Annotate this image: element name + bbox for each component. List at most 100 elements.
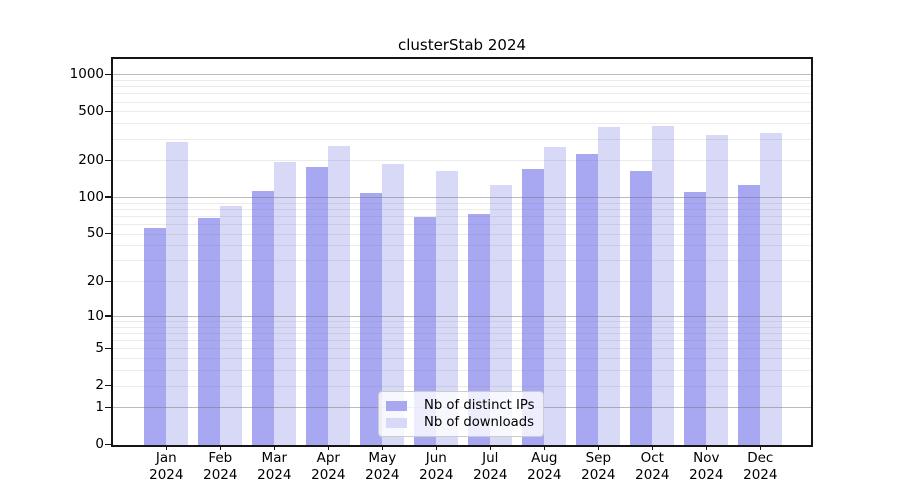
x-tick-label: Jul 2024 bbox=[473, 450, 508, 483]
bar-distinct-ips bbox=[630, 171, 653, 445]
x-tick-mark bbox=[489, 445, 491, 450]
gridline-minor bbox=[113, 233, 811, 235]
x-tick-mark bbox=[651, 445, 653, 450]
gridline-minor bbox=[113, 93, 811, 95]
y-tick-mark bbox=[105, 110, 112, 113]
gridline-minor bbox=[113, 321, 811, 323]
gridline-minor bbox=[113, 224, 811, 226]
gridline-minor bbox=[113, 202, 811, 204]
bar-distinct-ips bbox=[252, 191, 275, 445]
y-tick-mark bbox=[105, 443, 112, 446]
bar-downloads bbox=[436, 171, 459, 445]
y-tick-label: 2 bbox=[95, 377, 104, 394]
bar-distinct-ips bbox=[738, 185, 761, 445]
y-tick-label: 1000 bbox=[69, 65, 104, 82]
y-tick-mark bbox=[105, 406, 112, 409]
gridline-minor bbox=[113, 326, 811, 328]
bar-distinct-ips bbox=[198, 218, 221, 445]
gridline-minor bbox=[113, 370, 811, 372]
y-tick-label: 100 bbox=[78, 188, 104, 205]
x-tick-mark bbox=[381, 445, 383, 450]
bar-downloads bbox=[490, 185, 513, 445]
gridline-minor bbox=[113, 245, 811, 247]
legend-label: Nb of distinct IPs bbox=[424, 398, 535, 413]
bar-distinct-ips bbox=[306, 166, 329, 445]
chart-title: clusterStab 2024 bbox=[397, 36, 527, 54]
gridline-minor bbox=[113, 86, 811, 88]
gridline-major bbox=[113, 197, 811, 199]
bar-downloads bbox=[274, 161, 297, 445]
bar-downloads bbox=[652, 125, 675, 445]
y-tick-mark bbox=[105, 384, 112, 387]
gridline-minor bbox=[113, 79, 811, 81]
gridline-minor bbox=[113, 358, 811, 360]
gridline-minor bbox=[113, 138, 811, 140]
plot-border-right bbox=[811, 57, 813, 447]
gridline-minor bbox=[113, 340, 811, 342]
bar-distinct-ips bbox=[576, 153, 599, 445]
legend-swatch-distinct-ips bbox=[386, 400, 407, 411]
bar-distinct-ips bbox=[684, 192, 707, 445]
x-tick-label: Aug 2024 bbox=[527, 450, 562, 483]
y-tick-label: 0 bbox=[95, 436, 104, 452]
bar-distinct-ips bbox=[522, 169, 545, 445]
x-tick-label: Feb 2024 bbox=[203, 450, 238, 483]
bar-downloads bbox=[166, 142, 189, 445]
y-tick-mark bbox=[105, 73, 112, 75]
legend-swatch-downloads bbox=[386, 417, 407, 428]
legend: Nb of distinct IPs Nb of downloads bbox=[378, 391, 544, 437]
gridline-minor bbox=[113, 101, 811, 103]
x-tick-label: Apr 2024 bbox=[311, 450, 346, 483]
x-tick-label: Jan 2024 bbox=[149, 450, 184, 483]
y-axis-line bbox=[111, 57, 113, 447]
y-tick-label: 10 bbox=[86, 307, 104, 324]
x-tick-label: May 2024 bbox=[365, 450, 400, 483]
bar-distinct-ips bbox=[414, 216, 437, 445]
gridline-minor bbox=[113, 216, 811, 218]
y-tick-mark bbox=[105, 347, 112, 350]
legend-label: Nb of downloads bbox=[424, 415, 534, 430]
gridline-minor bbox=[113, 281, 811, 283]
x-tick-mark bbox=[759, 445, 761, 450]
x-axis-line bbox=[112, 445, 812, 447]
gridline-minor bbox=[113, 160, 811, 162]
bar-downloads bbox=[382, 163, 405, 445]
x-tick-label: Oct 2024 bbox=[635, 450, 670, 483]
bar-distinct-ips bbox=[468, 213, 491, 445]
gridline-major bbox=[113, 316, 811, 317]
x-tick-mark bbox=[327, 445, 329, 450]
y-tick-label: 5 bbox=[95, 339, 104, 356]
plot-border-top bbox=[112, 57, 812, 59]
x-tick-mark bbox=[165, 445, 167, 450]
gridline-major bbox=[113, 74, 811, 76]
y-tick-mark bbox=[105, 196, 112, 198]
y-tick-mark bbox=[105, 280, 112, 283]
y-tick-mark bbox=[105, 233, 112, 235]
x-tick-mark bbox=[435, 445, 437, 450]
gridline-minor bbox=[113, 385, 811, 387]
bar-downloads bbox=[598, 126, 621, 445]
bar-downloads bbox=[544, 146, 567, 445]
x-tick-label: Jun 2024 bbox=[419, 450, 454, 483]
gridline-minor bbox=[113, 348, 811, 350]
bar-downloads bbox=[760, 133, 783, 445]
y-tick-label: 1 bbox=[95, 398, 104, 415]
x-tick-mark bbox=[705, 445, 707, 450]
x-tick-label: Mar 2024 bbox=[257, 450, 292, 483]
bar-downloads bbox=[706, 134, 729, 445]
bar-distinct-ips bbox=[360, 193, 383, 445]
legend-item-downloads: Nb of downloads bbox=[386, 415, 535, 430]
x-tick-mark bbox=[273, 445, 275, 450]
y-tick-mark bbox=[105, 159, 112, 161]
x-tick-mark bbox=[543, 445, 545, 450]
x-tick-label: Sep 2024 bbox=[581, 450, 616, 483]
y-tick-label: 200 bbox=[78, 151, 104, 168]
bar-downloads bbox=[220, 206, 243, 445]
gridline-minor bbox=[113, 209, 811, 210]
gridline-minor bbox=[113, 123, 811, 125]
x-tick-mark bbox=[219, 445, 221, 450]
y-tick-label: 20 bbox=[86, 272, 104, 289]
bar-downloads bbox=[328, 146, 351, 445]
gridline-minor bbox=[113, 111, 811, 113]
